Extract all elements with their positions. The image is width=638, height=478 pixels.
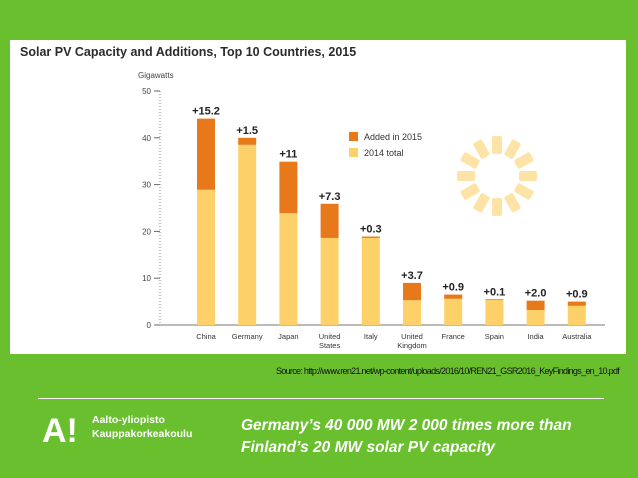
bar-added-2015 bbox=[197, 118, 215, 190]
y-axis-label: Gigawatts bbox=[138, 71, 174, 80]
aalto-logo-icon: A! bbox=[42, 412, 78, 450]
legend-swatch-added bbox=[349, 132, 358, 141]
sun-ray bbox=[460, 183, 480, 200]
bar-added-2015 bbox=[238, 137, 257, 145]
source-citation: Source: http://www.ren21.net/wp-content/… bbox=[276, 366, 620, 376]
sun-ray bbox=[473, 193, 490, 213]
x-tick-label: Japan bbox=[278, 332, 298, 341]
sun-ray bbox=[473, 139, 490, 159]
bar-chart: Solar PV Capacity and Additions, Top 10 … bbox=[20, 45, 605, 350]
sun-ray bbox=[492, 198, 502, 216]
sun-ray bbox=[514, 152, 534, 169]
logo-university-name: Aalto-yliopisto bbox=[92, 414, 165, 426]
bar-data-label: +3.7 bbox=[401, 270, 423, 282]
bar-2014-total bbox=[526, 310, 545, 325]
sun-ray bbox=[519, 171, 537, 181]
footer-divider bbox=[38, 398, 604, 399]
bar-2014-total bbox=[567, 305, 586, 325]
bar-data-label: +2.0 bbox=[525, 288, 547, 300]
x-tick-label: Italy bbox=[364, 332, 378, 341]
sun-ray bbox=[457, 171, 475, 181]
x-tick-label: United bbox=[401, 332, 423, 341]
y-tick-label: 40 bbox=[142, 134, 151, 143]
x-tick-label: Kingdom bbox=[397, 341, 427, 350]
bar-2014-total bbox=[279, 213, 298, 325]
bar-2014-total bbox=[197, 189, 215, 325]
bar-2014-total bbox=[403, 300, 421, 325]
bar-added-2015 bbox=[320, 203, 339, 238]
bar-data-label: +0.9 bbox=[442, 282, 464, 294]
sun-ray bbox=[492, 136, 502, 154]
bar-data-label: +1.5 bbox=[236, 125, 258, 137]
x-tick-label: United bbox=[319, 332, 341, 341]
bar-added-2015 bbox=[485, 299, 504, 301]
bar-added-2015 bbox=[279, 161, 298, 214]
bar-data-label: +15.2 bbox=[192, 106, 220, 118]
x-tick-label: Australia bbox=[562, 332, 592, 341]
chart-title: Solar PV Capacity and Additions, Top 10 … bbox=[20, 45, 356, 59]
sun-icon bbox=[457, 136, 537, 216]
x-tick-label: China bbox=[196, 332, 216, 341]
bar-added-2015 bbox=[361, 236, 380, 238]
y-tick-label: 10 bbox=[142, 274, 151, 283]
bar-2014-total bbox=[444, 298, 463, 325]
sun-ray bbox=[460, 152, 480, 169]
logo-school-name: Kauppakorkeakoulu bbox=[92, 428, 193, 440]
y-tick-label: 20 bbox=[142, 227, 151, 236]
bar-2014-total bbox=[238, 144, 257, 325]
sun-ray bbox=[504, 193, 521, 213]
bar-added-2015 bbox=[567, 301, 586, 306]
sun-ray bbox=[504, 139, 521, 159]
x-tick-label: Germany bbox=[232, 332, 263, 341]
legend-label-total: 2014 total bbox=[364, 148, 404, 158]
bar-data-label: +7.3 bbox=[319, 191, 341, 203]
legend-label-added: Added in 2015 bbox=[364, 132, 422, 142]
y-tick-label: 30 bbox=[142, 181, 151, 190]
x-tick-label: Spain bbox=[485, 332, 504, 341]
bar-2014-total bbox=[320, 237, 339, 325]
y-tick-label: 50 bbox=[142, 87, 151, 96]
bar-2014-total bbox=[361, 237, 380, 325]
bar-2014-total bbox=[485, 299, 504, 325]
bar-data-label: +11 bbox=[279, 149, 297, 161]
bar-added-2015 bbox=[444, 294, 463, 299]
x-tick-label: France bbox=[442, 332, 465, 341]
bar-data-label: +0.3 bbox=[360, 224, 382, 236]
sun-ray bbox=[514, 183, 534, 200]
x-tick-label: India bbox=[527, 332, 544, 341]
bar-data-label: +0.1 bbox=[484, 286, 506, 298]
y-tick-label: 0 bbox=[147, 321, 152, 330]
bar-data-label: +0.9 bbox=[566, 289, 588, 301]
slide-tagline: Germany’s 40 000 MW 2 000 times more tha… bbox=[241, 417, 572, 456]
bar-added-2015 bbox=[526, 300, 545, 311]
bar-added-2015 bbox=[403, 282, 421, 301]
chart-panel: Solar PV Capacity and Additions, Top 10 … bbox=[10, 40, 626, 354]
legend-swatch-total bbox=[349, 148, 358, 157]
x-tick-label: States bbox=[319, 341, 341, 350]
